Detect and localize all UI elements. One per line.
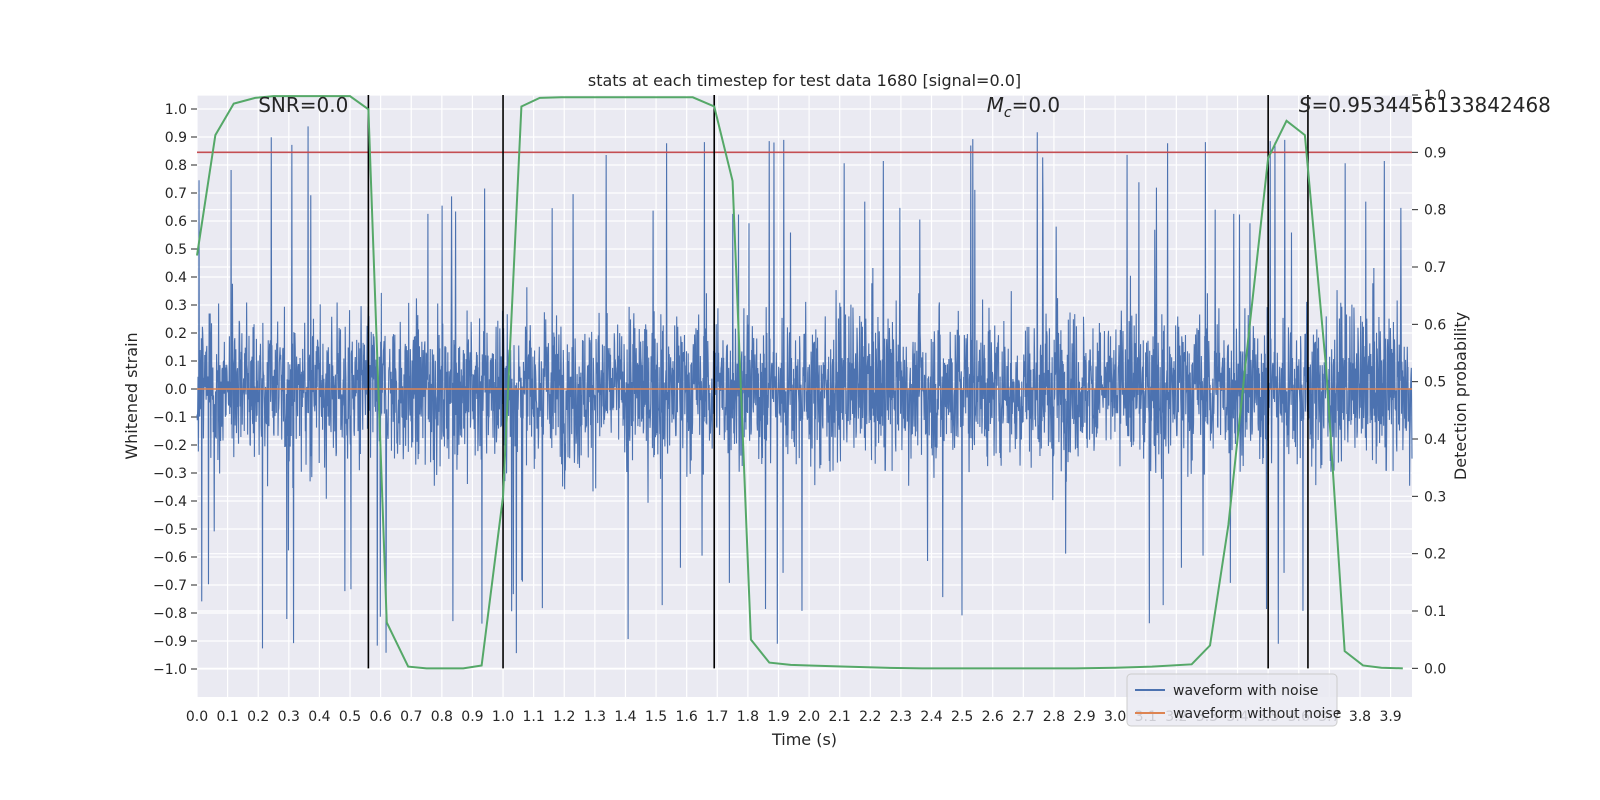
y-tick-label: −0.9 xyxy=(153,634,187,650)
legend-box xyxy=(1126,673,1338,727)
legend-label: waveform without noise xyxy=(1173,706,1341,722)
x-tick-label: 0.3 xyxy=(278,709,300,725)
x-tick-label: 0.9 xyxy=(461,709,483,725)
y-tick-label: −0.3 xyxy=(153,466,187,482)
y-tick-label: 1.0 xyxy=(165,102,187,118)
y-axis-ticks: 1.0 0.9 0.8 0.7 0.6 0.5 0.4 0.3 0.2 0.1 0.0 −0.1 −0.… xyxy=(153,102,197,678)
y-tick-label: 0.4 xyxy=(165,270,187,286)
x-tick-label: 2.9 xyxy=(1073,709,1095,725)
x-tick-label: 3.8 xyxy=(1349,709,1371,725)
x-tick-label: 2.4 xyxy=(920,709,942,725)
chart-title: stats at each timestep for test data 168… xyxy=(588,71,1021,90)
x-tick-label: 0.5 xyxy=(339,709,361,725)
x-tick-label: 0.1 xyxy=(216,709,238,725)
y-tick-label: −0.8 xyxy=(153,606,187,622)
x-tick-label: 0.0 xyxy=(186,709,208,725)
x-tick-label: 2.2 xyxy=(859,709,881,725)
y-tick-label: −0.2 xyxy=(153,438,187,454)
x-tick-label: 1.6 xyxy=(676,709,698,725)
x-tick-label: 1.2 xyxy=(553,709,575,725)
y2-tick-label: 1.0 xyxy=(1424,88,1446,104)
legend: waveform with noise waveform without nois… xyxy=(1126,673,1341,727)
x-tick-label: 3.9 xyxy=(1379,709,1401,725)
annotations: SNR=0.0 Mc=0.0 S=0.9534456133842468 xyxy=(258,93,1551,121)
x-tick-label: 0.6 xyxy=(369,709,391,725)
x-tick-label: 0.8 xyxy=(431,709,453,725)
x-tick-label: 1.7 xyxy=(706,709,728,725)
y-tick-label: 0.5 xyxy=(165,242,187,258)
x-tick-label: 1.8 xyxy=(737,709,759,725)
x-tick-label: 2.1 xyxy=(829,709,851,725)
y-tick-label: −0.1 xyxy=(153,410,187,426)
y2-tick-label: 0.4 xyxy=(1424,432,1446,448)
annotation-snr: SNR=0.0 xyxy=(258,93,348,117)
y-axis-label: Whitened strain xyxy=(122,332,141,459)
y-tick-label: −1.0 xyxy=(153,662,187,678)
right-axis-label: Detection probability xyxy=(1451,312,1470,480)
y2-tick-label: 0.3 xyxy=(1424,489,1446,505)
y-tick-label: 0.7 xyxy=(165,186,187,202)
x-tick-label: 2.5 xyxy=(951,709,973,725)
right-axis-ticks: 1.0 0.9 0.8 0.7 0.6 0.5 0.4 0.3 0.2 0.1 0.0 xyxy=(1412,88,1446,677)
y-tick-label: −0.6 xyxy=(153,550,187,566)
x-tick-label: 0.2 xyxy=(247,709,269,725)
x-tick-label: 2.6 xyxy=(982,709,1004,725)
y-tick-label: −0.7 xyxy=(153,578,187,594)
y-tick-label: −0.4 xyxy=(153,494,187,510)
x-tick-label: 3.0 xyxy=(1104,709,1126,725)
x-tick-label: 2.8 xyxy=(1043,709,1065,725)
y-tick-label: −0.5 xyxy=(153,522,187,538)
y-tick-label: 0.8 xyxy=(165,158,187,174)
y-tick-label: 0.0 xyxy=(165,382,187,398)
data-layer xyxy=(196,95,1413,670)
y2-tick-label: 0.1 xyxy=(1424,604,1446,620)
x-tick-label: 1.0 xyxy=(492,709,514,725)
y2-tick-label: 0.8 xyxy=(1424,203,1446,219)
legend-label: waveform with noise xyxy=(1173,683,1318,699)
series-detection-probability xyxy=(196,95,1403,670)
y-tick-label: 0.9 xyxy=(165,130,187,146)
x-tick-label: 1.4 xyxy=(614,709,636,725)
x-axis-label: Time (s) xyxy=(771,730,837,749)
y-tick-label: 0.6 xyxy=(165,214,187,230)
x-tick-label: 2.0 xyxy=(798,709,820,725)
y2-tick-label: 0.5 xyxy=(1424,375,1446,391)
y2-tick-label: 0.6 xyxy=(1424,317,1446,333)
x-tick-label: 1.5 xyxy=(645,709,667,725)
x-tick-label: 1.1 xyxy=(523,709,545,725)
y-tick-label: 0.2 xyxy=(165,326,187,342)
y2-tick-label: 0.0 xyxy=(1424,661,1446,677)
x-tick-label: 1.9 xyxy=(767,709,789,725)
x-tick-label: 1.3 xyxy=(584,709,606,725)
x-tick-label: 0.7 xyxy=(400,709,422,725)
annotation-chirp-mass: Mc=0.0 xyxy=(987,93,1061,121)
x-tick-label: 0.4 xyxy=(308,709,330,725)
y2-tick-label: 0.2 xyxy=(1424,547,1446,563)
y2-tick-label: 0.7 xyxy=(1424,260,1446,276)
y-tick-label: 0.1 xyxy=(165,354,187,370)
y-tick-label: 0.3 xyxy=(165,298,187,314)
annotation-score: S=0.9534456133842468 xyxy=(1299,93,1551,117)
y2-tick-label: 0.9 xyxy=(1424,145,1446,161)
x-tick-label: 2.3 xyxy=(890,709,912,725)
x-tick-label: 2.7 xyxy=(1012,709,1034,725)
